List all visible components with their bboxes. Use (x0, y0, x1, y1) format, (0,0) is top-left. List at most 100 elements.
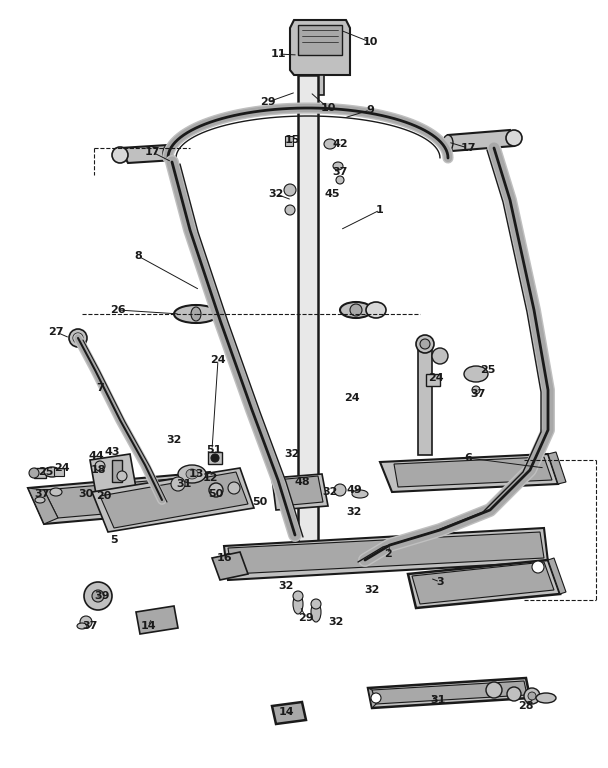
Text: 6: 6 (464, 453, 472, 463)
Polygon shape (448, 130, 514, 151)
Circle shape (532, 561, 544, 573)
Text: 1: 1 (376, 205, 384, 215)
Polygon shape (548, 558, 566, 594)
Bar (426, 374, 440, 386)
Circle shape (486, 682, 502, 698)
Text: 27: 27 (48, 327, 64, 337)
Polygon shape (548, 452, 566, 484)
Text: 48: 48 (294, 477, 310, 487)
Polygon shape (224, 528, 548, 580)
Circle shape (311, 599, 321, 609)
Polygon shape (368, 688, 376, 708)
Circle shape (209, 483, 223, 497)
Circle shape (432, 348, 448, 364)
Text: 37: 37 (82, 621, 98, 631)
Text: 17: 17 (144, 147, 160, 157)
Text: 24: 24 (344, 393, 360, 403)
Bar (208, 452, 222, 464)
Bar (298, 25, 342, 55)
Polygon shape (28, 488, 58, 524)
Circle shape (95, 461, 105, 471)
Circle shape (528, 692, 536, 700)
Ellipse shape (178, 465, 206, 483)
Text: 10: 10 (320, 103, 336, 113)
Ellipse shape (350, 304, 362, 316)
Text: 28: 28 (518, 701, 534, 711)
Ellipse shape (293, 594, 303, 614)
Text: 32: 32 (328, 617, 344, 627)
Polygon shape (120, 145, 175, 163)
Text: 29: 29 (298, 613, 314, 623)
Ellipse shape (536, 693, 556, 703)
Text: 37: 37 (34, 489, 50, 499)
Ellipse shape (191, 307, 201, 321)
Bar (316, 75, 324, 95)
Polygon shape (408, 560, 560, 608)
Ellipse shape (174, 305, 218, 323)
Text: 51: 51 (206, 445, 222, 455)
Text: 49: 49 (346, 485, 362, 495)
Text: 15: 15 (285, 135, 300, 145)
Circle shape (420, 339, 430, 349)
Text: 45: 45 (324, 189, 340, 199)
Ellipse shape (443, 135, 453, 151)
Text: 50: 50 (252, 497, 268, 507)
Text: 30: 30 (78, 489, 94, 499)
Ellipse shape (464, 366, 488, 382)
Polygon shape (272, 474, 328, 510)
Text: 32: 32 (347, 507, 362, 517)
Text: 32: 32 (285, 449, 300, 459)
Circle shape (507, 687, 521, 701)
Polygon shape (394, 457, 552, 487)
Bar (418, 345, 432, 455)
Polygon shape (212, 552, 248, 580)
Ellipse shape (186, 469, 198, 479)
Circle shape (29, 468, 39, 478)
Text: 32: 32 (167, 435, 182, 445)
Polygon shape (290, 20, 350, 75)
Polygon shape (100, 472, 248, 528)
Ellipse shape (506, 130, 522, 146)
Text: 14: 14 (278, 707, 294, 717)
Bar (54, 468, 64, 476)
Text: 3: 3 (436, 577, 444, 587)
Polygon shape (276, 476, 323, 506)
Circle shape (84, 582, 112, 610)
Text: 31: 31 (176, 479, 192, 489)
Polygon shape (205, 476, 232, 510)
Polygon shape (380, 454, 558, 492)
Circle shape (211, 454, 219, 462)
Text: 43: 43 (104, 447, 120, 457)
Polygon shape (44, 476, 218, 518)
Ellipse shape (112, 147, 128, 163)
Text: 31: 31 (430, 695, 446, 705)
Circle shape (80, 616, 92, 628)
Text: 18: 18 (90, 465, 106, 475)
Text: 12: 12 (202, 473, 218, 483)
Text: 10: 10 (362, 37, 378, 47)
Text: 50: 50 (209, 489, 224, 499)
Circle shape (69, 329, 87, 347)
Text: 5: 5 (110, 535, 118, 545)
Circle shape (285, 205, 295, 215)
Polygon shape (228, 532, 544, 574)
Text: 25: 25 (38, 467, 54, 477)
Text: 29: 29 (260, 97, 276, 107)
Bar (298, 75, 318, 570)
Polygon shape (90, 454, 136, 494)
Ellipse shape (77, 623, 87, 629)
Text: 42: 42 (332, 139, 348, 149)
Text: 32: 32 (364, 585, 379, 595)
Text: 8: 8 (134, 251, 142, 261)
Text: 9: 9 (366, 105, 374, 115)
Bar (112, 460, 122, 482)
Polygon shape (28, 472, 226, 524)
Text: 7: 7 (96, 383, 104, 393)
Text: 26: 26 (110, 305, 126, 315)
Polygon shape (92, 468, 254, 532)
Circle shape (472, 386, 480, 394)
Polygon shape (372, 681, 527, 704)
Text: 13: 13 (188, 469, 204, 479)
Ellipse shape (35, 497, 45, 503)
Ellipse shape (352, 490, 368, 498)
